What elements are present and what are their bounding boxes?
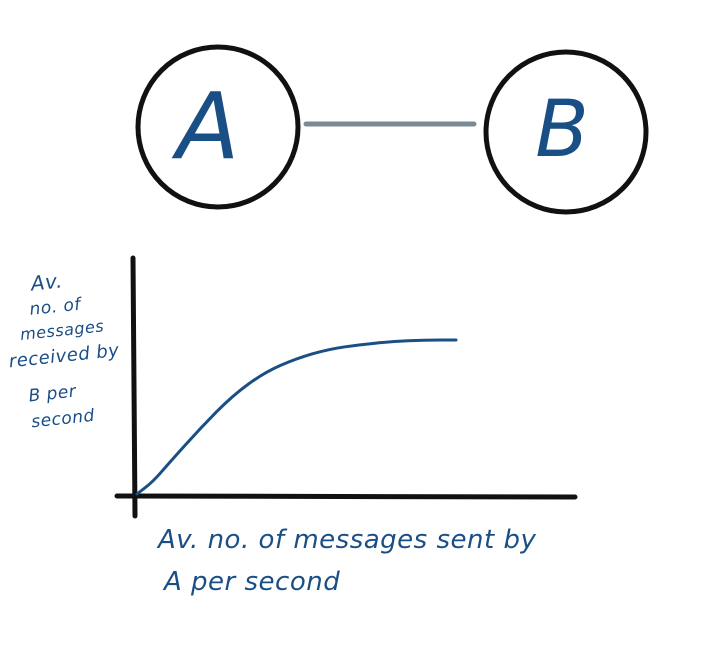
node-b-label: B bbox=[535, 85, 589, 175]
y-label-line-5: B per bbox=[28, 382, 78, 407]
node-b-circle bbox=[483, 49, 649, 215]
node-a-label: A bbox=[172, 73, 240, 180]
y-label-line-3: messages bbox=[19, 316, 105, 344]
saturation-curve bbox=[135, 338, 458, 496]
x-label-line-2: A per second bbox=[162, 567, 340, 597]
node-b: B bbox=[483, 49, 649, 215]
chart-axes bbox=[114, 255, 578, 519]
node-a-circle bbox=[135, 44, 301, 210]
y-axis-label: Av. no. of messages received by B per se… bbox=[8, 268, 120, 433]
y-label-line-1: Av. bbox=[28, 268, 64, 295]
node-a: A bbox=[135, 44, 301, 210]
y-label-line-6: second bbox=[30, 406, 95, 433]
x-label-line-1: Av. no. of messages sent by bbox=[156, 525, 536, 555]
x-axis-label: Av. no. of messages sent by A per second bbox=[156, 525, 536, 597]
x-axis bbox=[114, 493, 578, 500]
y-label-line-4: received by bbox=[8, 340, 120, 372]
y-axis bbox=[130, 255, 138, 519]
y-label-line-2: no. of bbox=[29, 294, 85, 320]
